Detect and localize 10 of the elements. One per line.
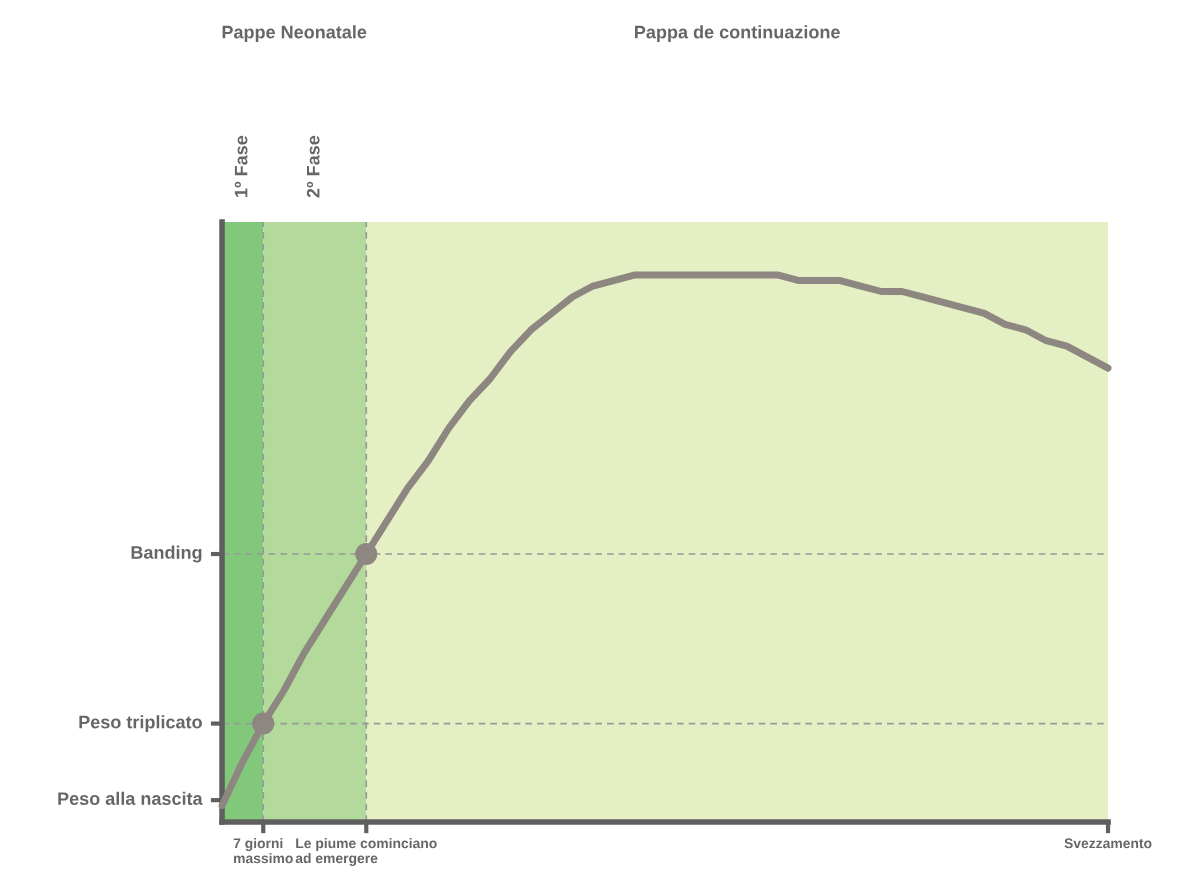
ref-line-label: Peso alla nascita xyxy=(58,791,203,805)
x-tick-label: 7 giorni massimo xyxy=(233,838,293,864)
x-tick-label: Le piume cominciano ad emergere xyxy=(295,838,437,866)
text: Pappe Neonatale xyxy=(222,25,367,43)
ref-line-label: Banding xyxy=(131,545,202,563)
text: Pappa de continuazione xyxy=(635,25,840,43)
text: 1º Fase xyxy=(234,135,248,197)
ref-line-label: Peso triplicato xyxy=(79,715,202,732)
band-label: 2º Fase xyxy=(306,135,320,198)
x-tick-label: Svezzamento xyxy=(1064,838,1152,849)
